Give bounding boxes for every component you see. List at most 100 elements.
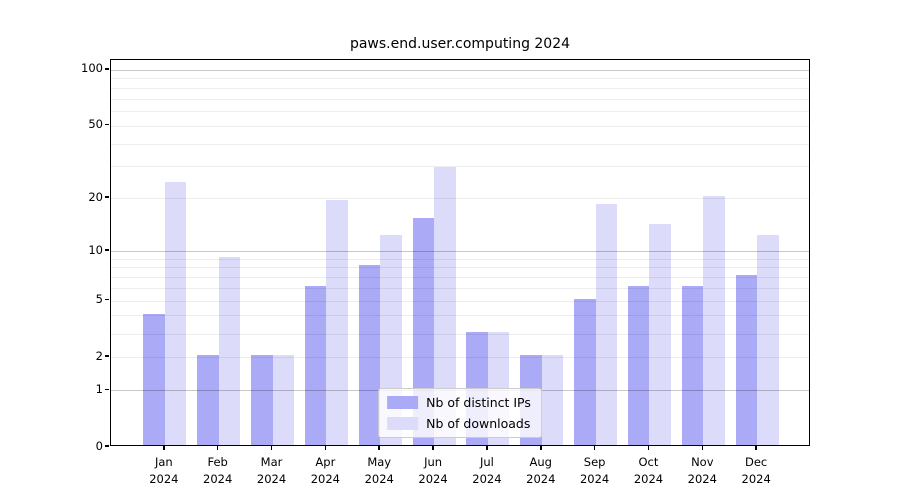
x-tick-month: May: [367, 455, 392, 469]
legend-swatch-downloads-icon: [387, 417, 419, 430]
gridline-minor: [111, 125, 809, 127]
y-tick-label: 10: [88, 242, 103, 257]
gridline-minor: [111, 111, 809, 113]
bar-downloads-aug: [541, 355, 564, 445]
y-tick-mark: [105, 298, 109, 301]
y-tick-mark: [105, 388, 109, 391]
gridline-minor: [111, 333, 809, 335]
gridline-minor: [111, 198, 809, 200]
x-tick-mark: [486, 446, 488, 450]
x-tick-month: Apr: [315, 455, 336, 469]
x-tick-label-sep: Sep 2024: [565, 454, 625, 487]
x-tick-label-mar: Mar 2024: [242, 454, 302, 487]
gridline-minor: [111, 98, 809, 100]
x-tick-label-may: May 2024: [349, 454, 409, 487]
gridline-minor: [111, 357, 809, 359]
x-tick-year: 2024: [364, 471, 394, 486]
gridline-minor: [111, 258, 809, 260]
x-tick-label-apr: Apr 2024: [295, 454, 355, 487]
bar-ips-jan: [143, 313, 165, 445]
gridline-minor: [111, 287, 809, 289]
gridline-major: [111, 69, 809, 71]
x-tick-label-jun: Jun 2024: [403, 454, 463, 487]
y-tick-mark: [105, 68, 109, 70]
x-tick-label-aug: Aug 2024: [511, 454, 571, 487]
x-tick-month: Dec: [745, 455, 768, 469]
y-tick-label: 5: [95, 292, 103, 307]
x-tick-month: Jul: [479, 455, 494, 469]
x-tick-month: Sep: [583, 455, 606, 469]
x-tick-mark: [378, 446, 380, 450]
x-tick-label-nov: Nov 2024: [672, 454, 732, 487]
gridline-minor: [111, 87, 809, 89]
x-tick-month: Aug: [529, 455, 552, 469]
x-tick-mark: [540, 446, 542, 450]
y-tick-label: 20: [88, 189, 103, 204]
y-tick-label: 1: [95, 381, 103, 396]
bar-downloads-dec: [757, 235, 779, 445]
y-tick-label: 2: [95, 348, 103, 363]
bar-downloads-jun: [434, 167, 456, 445]
x-tick-month: Mar: [260, 455, 283, 469]
x-tick-mark: [163, 446, 165, 450]
bar-ips-mar: [251, 355, 273, 445]
legend-item-downloads: Nb of downloads: [387, 416, 531, 431]
x-tick-year: 2024: [149, 471, 179, 486]
bar-downloads-oct: [649, 223, 671, 445]
x-tick-month: Feb: [207, 455, 228, 469]
x-tick-label-dec: Dec 2024: [726, 454, 786, 487]
x-tick-year: 2024: [310, 471, 341, 486]
legend-label: Nb of downloads: [426, 416, 531, 431]
x-tick-year: 2024: [418, 471, 448, 486]
x-tick-mark: [647, 446, 650, 450]
x-tick-year: 2024: [687, 471, 717, 486]
x-tick-month: Jun: [424, 455, 443, 469]
x-tick-year: 2024: [256, 471, 287, 486]
gridline-minor: [111, 143, 809, 145]
gridline-minor: [111, 315, 809, 317]
bar-downloads-mar: [272, 355, 295, 445]
x-tick-month: Nov: [691, 455, 714, 469]
bar-ips-apr: [304, 286, 327, 445]
x-tick-month: Oct: [638, 455, 659, 469]
x-tick-year: 2024: [526, 471, 556, 486]
bar-ips-nov: [681, 286, 704, 445]
x-tick-label-jan: Jan 2024: [134, 454, 194, 487]
bar-ips-dec: [735, 275, 758, 445]
x-tick-year: 2024: [203, 471, 233, 486]
x-tick-year: 2024: [579, 471, 610, 486]
y-tick-mark: [105, 123, 109, 126]
legend-swatch-ips-icon: [387, 396, 419, 409]
gridline-minor: [111, 78, 809, 80]
y-tick-label: 100: [81, 61, 103, 76]
gridline-minor: [111, 277, 809, 279]
x-tick-label-feb: Feb 2024: [188, 454, 248, 487]
gridline-minor: [111, 300, 809, 302]
gridline-minor: [111, 267, 809, 269]
bar-downloads-feb: [218, 256, 241, 445]
x-tick-label-jul: Jul 2024: [457, 454, 517, 487]
x-tick-mark: [593, 446, 596, 450]
y-tick-mark: [105, 196, 109, 198]
y-tick-mark: [105, 445, 109, 447]
x-tick-year: 2024: [633, 471, 664, 486]
bar-ips-may: [358, 265, 381, 445]
x-tick-mark: [701, 446, 704, 450]
plot-area: Nb of distinct IPs Nb of downloads: [110, 59, 810, 446]
x-tick-mark: [270, 446, 273, 450]
chart-title: paws.end.user.computing 2024: [349, 36, 571, 52]
legend-label: Nb of distinct IPs: [426, 395, 531, 410]
bar-ips-feb: [197, 355, 219, 445]
x-tick-mark: [216, 446, 219, 450]
legend-item-distinct-ips: Nb of distinct IPs: [387, 395, 531, 410]
x-tick-mark: [324, 446, 327, 450]
x-tick-label-oct: Oct 2024: [618, 454, 678, 487]
x-tick-mark: [432, 446, 434, 450]
y-tick-label: 50: [88, 117, 103, 132]
x-tick-mark: [755, 446, 757, 450]
bar-downloads-nov: [703, 196, 725, 445]
x-tick-year: 2024: [741, 471, 771, 486]
gridline-major: [111, 251, 809, 253]
bar-ips-sep: [574, 298, 596, 445]
